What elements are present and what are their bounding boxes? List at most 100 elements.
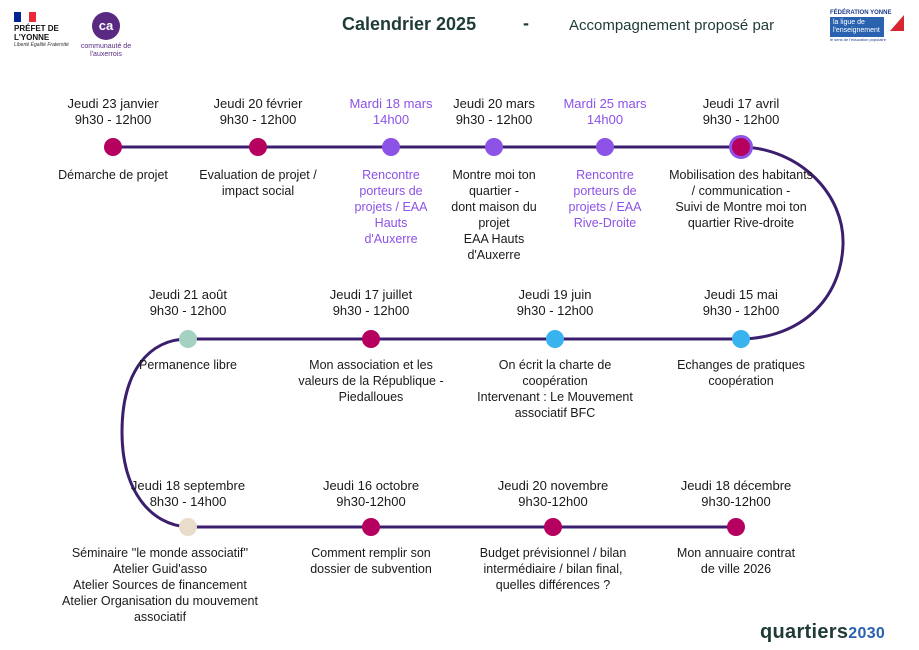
- quartiers-word: quartiers: [760, 621, 849, 643]
- event-description: Séminaire ''le monde associatif'' Atelier…: [35, 545, 285, 625]
- event-time: 9h30 - 12h00: [149, 303, 227, 318]
- communaute-emblem-icon: ca: [92, 12, 120, 40]
- event-time: 9h30 - 12h00: [219, 112, 297, 127]
- event-date-label: Jeudi 18 septembre: [130, 478, 246, 493]
- ligue-flag-icon: [890, 15, 904, 31]
- event-description-line: de ville 2026: [700, 562, 772, 576]
- event-date-label: Jeudi 17 avril: [702, 96, 780, 111]
- event-dot: [732, 330, 750, 348]
- event-date-label: Jeudi 16 octobre: [322, 478, 420, 493]
- event-date: Jeudi 17 avril 9h30 - 12h00: [666, 96, 816, 128]
- event-description: Mobilisation des habitants / communicatio…: [656, 167, 826, 231]
- communaute-text: communauté de l'auxerrois: [80, 43, 132, 58]
- event-dot: [727, 518, 745, 536]
- event-dot: [104, 138, 122, 156]
- page-subtitle: Accompagnement proposé par: [569, 17, 775, 34]
- event-date-label: Jeudi 20 mars: [453, 96, 535, 111]
- event-description-line: Mobilisation des habitants: [669, 168, 813, 182]
- event-date: Jeudi 18 décembre 9h30-12h00: [661, 478, 811, 510]
- event-date-label: Jeudi 15 mai: [704, 287, 778, 302]
- event-time: 9h30-12h00: [701, 494, 771, 509]
- event-time: 14h00: [586, 112, 624, 127]
- event-description-line: Atelier Sources de financement: [73, 578, 247, 592]
- event-time: 9h30 - 12h00: [332, 303, 410, 318]
- event-description-line: intermédiaire / bilan final,: [483, 562, 623, 576]
- event-description: On écrit la charte de coopération Interven…: [470, 357, 640, 421]
- event-description: Mon annuaire contrat de ville 2026: [651, 545, 821, 577]
- event-date-label: Jeudi 17 juillet: [329, 287, 413, 302]
- event-description-line: porteurs de: [359, 184, 423, 198]
- event-description: Comment remplir son dossier de subvention: [286, 545, 456, 577]
- event-description-line: coopération: [708, 374, 774, 388]
- title-dash: -: [523, 13, 529, 33]
- event-time: 9h30 - 12h00: [702, 112, 780, 127]
- event-dot: [382, 138, 400, 156]
- event-description-line: impact social: [221, 184, 295, 198]
- event-description-line: Evaluation de projet /: [199, 168, 317, 182]
- event-date: Jeudi 20 mars 9h30 - 12h00: [419, 96, 569, 128]
- event-description-line: Echanges de pratiques: [677, 358, 805, 372]
- event-dot: [179, 518, 197, 536]
- event-description-line: d'Auxerre: [467, 248, 521, 262]
- event-description-line: projets / EAA: [568, 200, 642, 214]
- event-date: Mardi 25 mars 14h00: [530, 96, 680, 128]
- event-dot: [596, 138, 614, 156]
- event-description-line: Rencontre: [362, 168, 420, 182]
- event-description-line: Permanence libre: [139, 358, 237, 372]
- communaute-logo: ca communauté de l'auxerrois: [76, 12, 136, 59]
- event-description-line: valeurs de la République -: [298, 374, 444, 388]
- event-description-line: Comment remplir son: [311, 546, 431, 560]
- event-description-line: Rencontre: [576, 168, 634, 182]
- event-description-line: Intervenant : Le Mouvement: [477, 390, 633, 404]
- prefet-logo: PRÉFET DE L'YONNE Liberté Égalité Frater…: [14, 12, 74, 48]
- event-date: Jeudi 20 février 9h30 - 12h00: [183, 96, 333, 128]
- event-date-label: Jeudi 23 janvier: [67, 96, 159, 111]
- event-description-line: quartier Rive-droite: [687, 216, 795, 230]
- event-description: Evaluation de projet / impact social: [173, 167, 343, 199]
- ligue-federation: FÉDÉRATION YONNE: [830, 10, 892, 16]
- event-description-line: projet: [478, 216, 510, 230]
- event-description: Echanges de pratiques coopération: [656, 357, 826, 389]
- event-description-line: / communication -: [691, 184, 791, 198]
- event-description-line: dossier de subvention: [310, 562, 432, 576]
- event-description: Démarche de projet: [28, 167, 198, 183]
- event-dot: [179, 330, 197, 348]
- page-title: Calendrier 2025: [342, 14, 477, 34]
- event-description-line: coopération: [522, 374, 588, 388]
- event-description: Rencontre porteurs de projets / EAA Rive-Dr…: [550, 167, 660, 231]
- prefet-name: PRÉFET DE L'YONNE: [14, 24, 59, 42]
- quartiers-logo: quartiers2030: [760, 621, 885, 644]
- event-date-label: Mardi 25 mars: [563, 96, 647, 111]
- event-description-line: associatif BFC: [514, 406, 596, 420]
- event-time: 9h30-12h00: [336, 494, 406, 509]
- event-description-line: On écrit la charte de: [498, 358, 612, 372]
- event-description-line: Séminaire ''le monde associatif'': [71, 546, 249, 560]
- event-description-line: Atelier Guid'asso: [112, 562, 208, 576]
- event-date: Jeudi 15 mai 9h30 - 12h00: [666, 287, 816, 319]
- event-time: 9h30 - 12h00: [516, 303, 594, 318]
- event-date-label: Jeudi 20 février: [213, 96, 303, 111]
- event-description-line: dont maison du: [451, 200, 537, 214]
- ligue-tagline: le sens de l'éducation populaire: [830, 37, 886, 42]
- event-date: Jeudi 17 juillet 9h30 - 12h00: [296, 287, 446, 319]
- event-description: Mon association et les valeurs de la Répu…: [286, 357, 456, 405]
- event-description-line: porteurs de: [573, 184, 637, 198]
- event-description-line: d'Auxerre: [364, 232, 418, 246]
- event-description: Permanence libre: [103, 357, 273, 373]
- event-time: 8h30 - 14h00: [149, 494, 227, 509]
- event-description-line: Mon association et les: [309, 358, 433, 372]
- event-dot: [249, 138, 267, 156]
- event-description-line: Démarche de projet: [58, 168, 168, 182]
- event-dot: [544, 518, 562, 536]
- event-date-label: Jeudi 19 juin: [518, 287, 592, 302]
- event-time: 9h30-12h00: [518, 494, 588, 509]
- event-description-line: Piedalloues: [338, 390, 404, 404]
- french-flag-icon: [14, 12, 36, 22]
- event-time: 9h30 - 12h00: [74, 112, 152, 127]
- event-dot: [546, 330, 564, 348]
- event-description-line: Atelier Organisation du mouvement associ…: [62, 594, 258, 624]
- event-description: Rencontre porteurs de projets / EAA Hauts d'…: [336, 167, 446, 247]
- event-description-line: Suivi de Montre moi ton: [675, 200, 807, 214]
- event-date-label: Jeudi 21 août: [148, 287, 228, 302]
- event-dot: [362, 330, 380, 348]
